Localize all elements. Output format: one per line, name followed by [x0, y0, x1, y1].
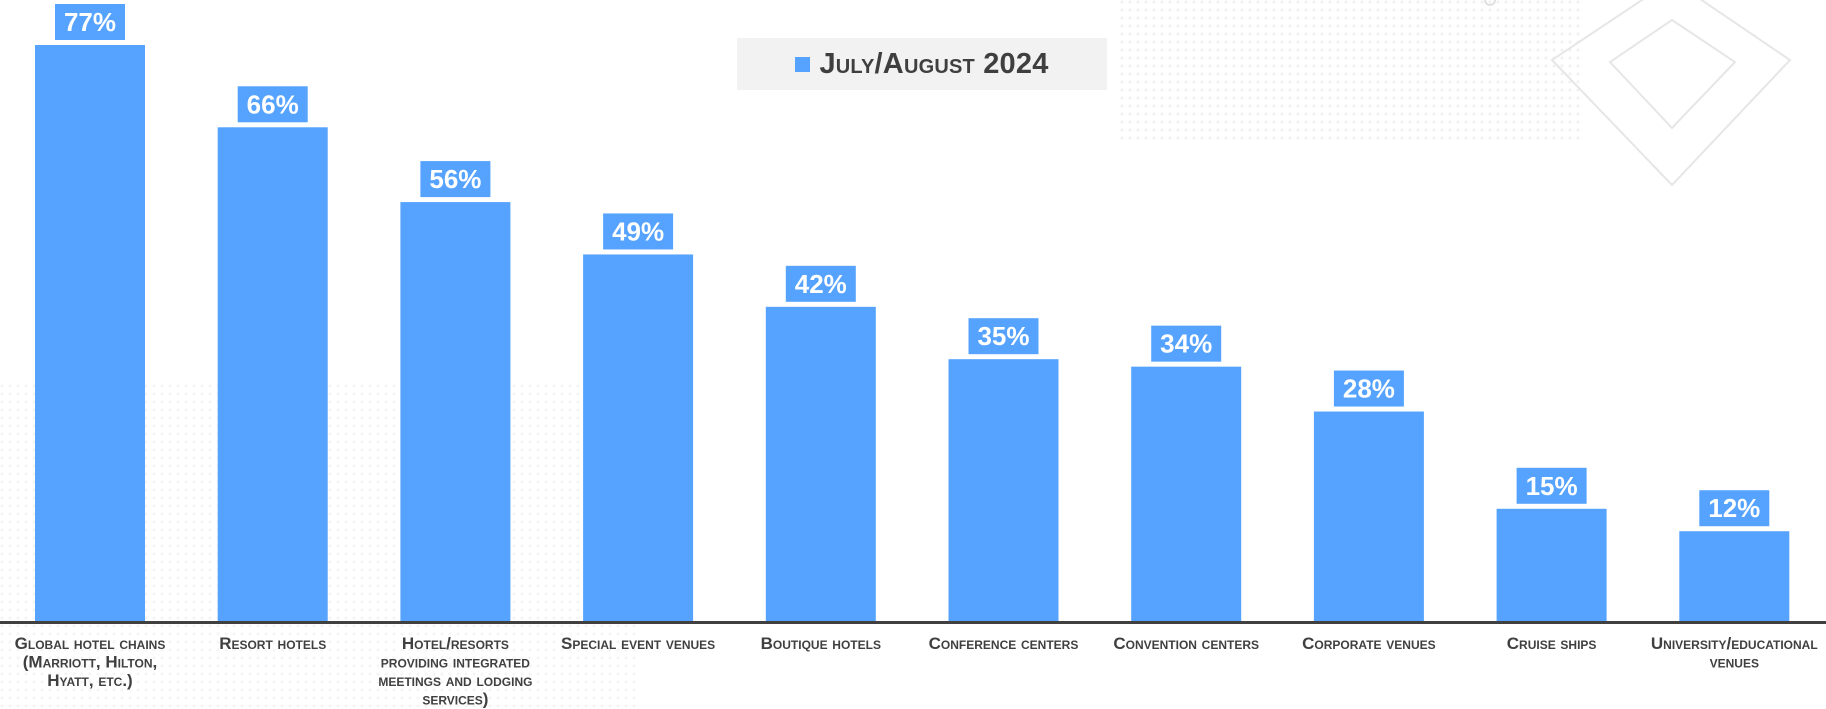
category-label-6: Conference centers [929, 634, 1079, 653]
data-label-text: 42% [795, 269, 847, 299]
category-label-5: Boutique hotels [761, 634, 881, 653]
category-label-line: Global hotel chains [15, 634, 166, 653]
category-labels-group: Global hotel chains (Marriott, Hilton, Hya… [15, 634, 1818, 709]
data-label-text: 35% [977, 321, 1029, 351]
data-label-box [55, 4, 125, 40]
category-label-line: Convention centers [1113, 634, 1259, 653]
data-label-text: 49% [612, 216, 664, 246]
data-label-box [1699, 490, 1770, 527]
category-label-3: Hotel/resorts providing integrated meeting… [378, 634, 532, 709]
data-label-text: 28% [1343, 374, 1395, 404]
data-label-9: 15% [1516, 467, 1587, 504]
category-label-line: meetings and lodging [378, 671, 532, 690]
data-label-text: 56% [429, 164, 481, 194]
legend-series-label: July/August 2024 [819, 47, 1049, 80]
data-label-text: 15% [1526, 471, 1578, 501]
data-label-box [603, 213, 674, 250]
category-label-line: Hyatt, etc.) [47, 671, 132, 690]
category-label-8: Corporate venues [1302, 634, 1435, 653]
category-label-7: Convention centers [1113, 634, 1259, 653]
category-label-line: services) [422, 690, 488, 709]
data-label-box [1333, 370, 1404, 407]
data-labels-group: 77% 66% 56% 49% 42% 35% 34% 28% 15% 12% [55, 4, 1770, 527]
bar-5 [765, 306, 876, 621]
bar-8 [1313, 411, 1424, 621]
data-label-box [1516, 467, 1587, 504]
category-label-line: venues [1710, 653, 1759, 672]
data-label-4: 49% [603, 213, 674, 250]
category-label-1: Global hotel chains (Marriott, Hilton, Hya… [15, 634, 166, 690]
bar-1 [35, 45, 145, 621]
category-label-10: University/educational venues [1651, 634, 1818, 672]
data-label-box [420, 161, 491, 198]
data-label-text: 34% [1160, 329, 1212, 359]
data-label-text: 77% [64, 7, 116, 37]
data-label-2: 66% [237, 86, 308, 123]
data-label-box [968, 318, 1039, 355]
category-label-line: Cruise ships [1507, 634, 1597, 653]
category-label-line: Resort hotels [219, 634, 326, 653]
category-label-line: University/educational [1651, 634, 1818, 653]
bar-4 [583, 254, 694, 622]
category-label-line: Special event venues [561, 634, 715, 653]
data-label-box [1151, 325, 1222, 362]
bar-10 [1679, 531, 1790, 621]
category-label-2: Resort hotels [219, 634, 326, 653]
data-label-box [785, 265, 856, 302]
bar-7 [1131, 366, 1242, 621]
data-label-8: 28% [1333, 370, 1404, 407]
category-label-9: Cruise ships [1507, 634, 1597, 653]
legend: July/August 2024 [737, 38, 1107, 90]
bars-group [35, 45, 1790, 622]
bar-2 [217, 127, 328, 622]
category-label-4: Special event venues [561, 634, 715, 653]
data-label-5: 42% [785, 265, 856, 302]
data-label-10: 12% [1699, 490, 1770, 527]
data-label-3: 56% [420, 161, 491, 198]
data-label-text: 66% [247, 89, 299, 119]
category-label-line: providing integrated [381, 653, 531, 672]
category-label-line: Boutique hotels [761, 634, 881, 653]
data-label-box [237, 86, 308, 123]
data-label-1: 77% [55, 4, 125, 40]
data-label-7: 34% [1151, 325, 1222, 362]
bar-3 [400, 202, 511, 621]
category-label-line: (Marriott, Hilton, [23, 653, 157, 672]
category-label-line: Conference centers [929, 634, 1079, 653]
bar-6 [948, 359, 1059, 621]
bar-9 [1496, 508, 1607, 621]
data-label-text: 12% [1708, 493, 1760, 523]
data-label-6: 35% [968, 318, 1039, 355]
category-label-line: Hotel/resorts [402, 634, 509, 653]
category-label-line: Corporate venues [1302, 634, 1435, 653]
legend-swatch [795, 56, 811, 72]
